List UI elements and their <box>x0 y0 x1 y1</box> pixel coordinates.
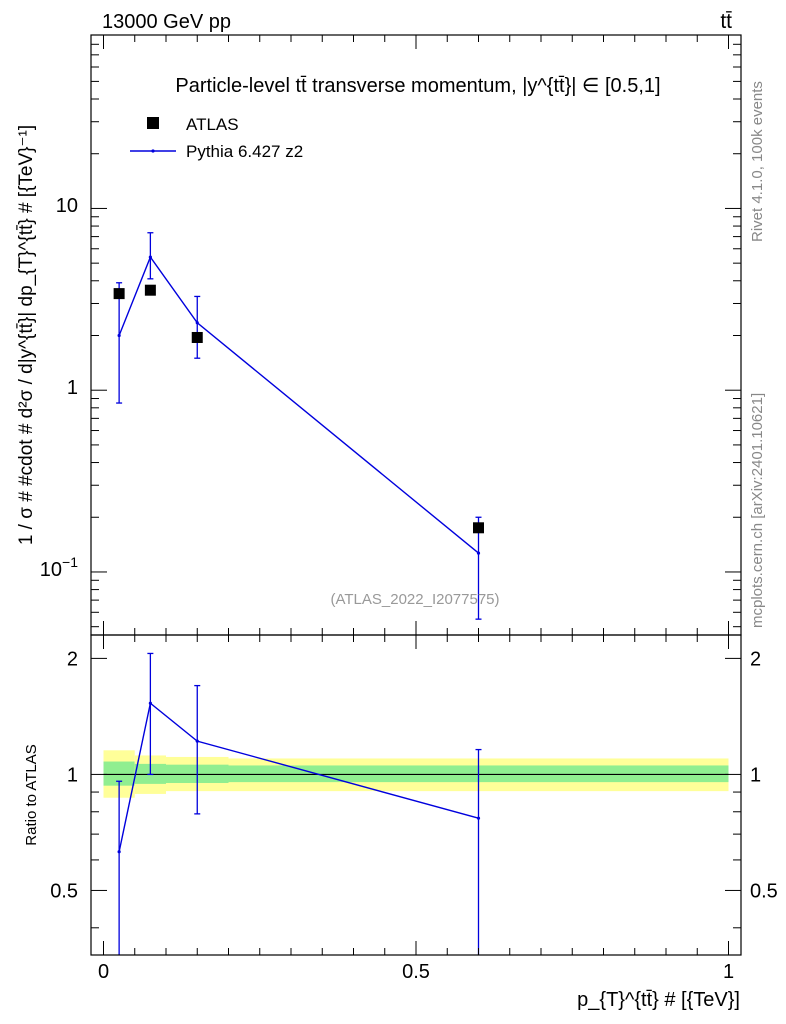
data-point <box>113 288 125 300</box>
energy-label: 13000 GeV pp <box>102 11 231 33</box>
main-panel: 10−1 1 10 Particle-level tt̄ transverse … <box>16 34 742 636</box>
mc-point <box>195 321 199 325</box>
legend-mc-marker <box>151 149 155 153</box>
source-label: mcplots.cern.ch [arXiv:2401.10621] <box>749 393 766 628</box>
main-plot-content <box>113 232 484 620</box>
ratio-ylabel: Ratio to ATLAS <box>23 744 40 845</box>
rivet-label: Rivet 4.1.0, 100k events <box>749 81 766 242</box>
ratio-ytick-label-right: 1 <box>750 764 761 786</box>
process-label: tt̄ <box>720 10 732 33</box>
ratio-mc-point <box>476 816 481 820</box>
ratio-mc-point <box>117 850 121 854</box>
ratio-mc-point <box>148 701 152 705</box>
ratio-plot-content <box>103 652 729 955</box>
main-ylabel: 1 / σ # #cdot # d²σ / d|y^{tt̄}| dp_{T}^… <box>16 125 37 545</box>
legend-mc-label: Pythia 6.427 z2 <box>186 142 303 161</box>
mc-point <box>476 551 481 555</box>
xtick-label: 0.5 <box>402 961 430 983</box>
xlabel: p_{T}^{tt̄} # [{TeV}] <box>577 989 740 1011</box>
main-ytick-label: 10−1 <box>40 554 78 581</box>
ratio-mc-point <box>195 739 199 743</box>
ratio-ytick-label: 0.5 <box>50 880 78 902</box>
ratio-ytick-label-right: 0.5 <box>750 880 778 902</box>
main-ytick-exp: −1 <box>62 554 78 570</box>
ratio-ytick-label-right: 2 <box>750 648 761 670</box>
ratio-ytick-label: 1 <box>67 764 78 786</box>
ratio-mc-line <box>118 701 479 852</box>
xtick-label: 1 <box>723 961 734 983</box>
ratio-tick-labels: 0.5 0.5 1 1 2 2 0 0.5 1 <box>50 648 778 983</box>
xtick-label: 0 <box>98 961 109 983</box>
ratio-panel: 0.5 0.5 1 1 2 2 0 0.5 1 Ratio to ATLAS p_{T}^{tt… <box>23 634 778 1011</box>
mc-series-line <box>118 255 479 554</box>
ratio-axis-ticks <box>91 635 741 955</box>
main-ytick-base: 10 <box>40 559 62 581</box>
legend-data-label: ATLAS <box>186 115 239 134</box>
mc-point <box>117 333 121 338</box>
data-point <box>473 522 484 534</box>
main-axis-ticks <box>91 34 741 635</box>
chart-title: Particle-level tt̄ transverse momentum, … <box>175 75 660 97</box>
analysis-watermark: (ATLAS_2022_I2077575) <box>330 591 499 608</box>
ratio-ytick-label: 2 <box>67 648 78 670</box>
main-ytick-label: 1 <box>67 377 78 399</box>
legend-data-marker <box>147 117 159 129</box>
data-point <box>191 331 203 343</box>
main-ytick-label: 10 <box>56 195 78 217</box>
mc-point <box>148 255 152 259</box>
data-point <box>144 284 156 296</box>
